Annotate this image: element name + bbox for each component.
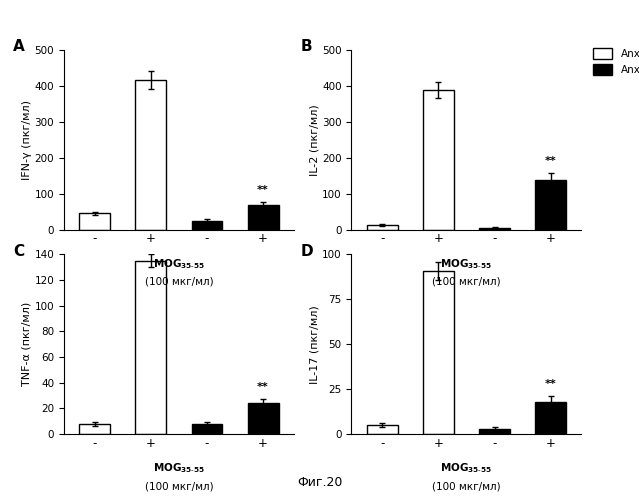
- Text: Фиг.20: Фиг.20: [296, 476, 343, 489]
- Text: **: **: [545, 379, 557, 389]
- Text: **: **: [258, 185, 269, 195]
- Bar: [79, 214, 110, 230]
- Y-axis label: IL-2 (пкг/мл): IL-2 (пкг/мл): [309, 104, 320, 176]
- Bar: [367, 225, 397, 230]
- Text: **: **: [258, 382, 269, 392]
- Bar: [535, 402, 566, 434]
- Bar: [479, 228, 510, 230]
- Text: $\mathbf{MOG_{35\text{-}55}}$: $\mathbf{MOG_{35\text{-}55}}$: [440, 462, 493, 476]
- Y-axis label: IL-17 (пкг/мл): IL-17 (пкг/мл): [309, 305, 320, 384]
- Text: A: A: [13, 39, 25, 54]
- Text: $\mathbf{MOG_{35\text{-}55}}$: $\mathbf{MOG_{35\text{-}55}}$: [440, 257, 493, 271]
- Y-axis label: IFN-γ (пкг/мл): IFN-γ (пкг/мл): [22, 100, 32, 180]
- Bar: [135, 80, 166, 230]
- Bar: [79, 424, 110, 434]
- Bar: [192, 424, 222, 434]
- Y-axis label: TNF-α (пкг/мл): TNF-α (пкг/мл): [22, 302, 32, 386]
- Text: (100 мкг/мл): (100 мкг/мл): [144, 277, 213, 287]
- Text: D: D: [301, 244, 314, 258]
- Text: C: C: [13, 244, 24, 258]
- Text: **: **: [545, 156, 557, 166]
- Bar: [192, 221, 222, 230]
- Legend: Anx-A1+/+, Anx-A1-/-: Anx-A1+/+, Anx-A1-/-: [591, 46, 639, 77]
- Text: B: B: [301, 39, 312, 54]
- Text: (100 мкг/мл): (100 мкг/мл): [144, 482, 213, 492]
- Text: $\mathbf{MOG_{35\text{-}55}}$: $\mathbf{MOG_{35\text{-}55}}$: [153, 462, 205, 476]
- Bar: [248, 205, 279, 230]
- Bar: [423, 90, 454, 230]
- Text: (100 мкг/мл): (100 мкг/мл): [432, 277, 501, 287]
- Text: $\mathbf{MOG_{35\text{-}55}}$: $\mathbf{MOG_{35\text{-}55}}$: [153, 257, 205, 271]
- Bar: [367, 425, 397, 434]
- Text: (100 мкг/мл): (100 мкг/мл): [432, 482, 501, 492]
- Bar: [535, 180, 566, 230]
- Bar: [423, 270, 454, 434]
- Bar: [135, 261, 166, 434]
- Bar: [248, 403, 279, 434]
- Bar: [479, 429, 510, 434]
